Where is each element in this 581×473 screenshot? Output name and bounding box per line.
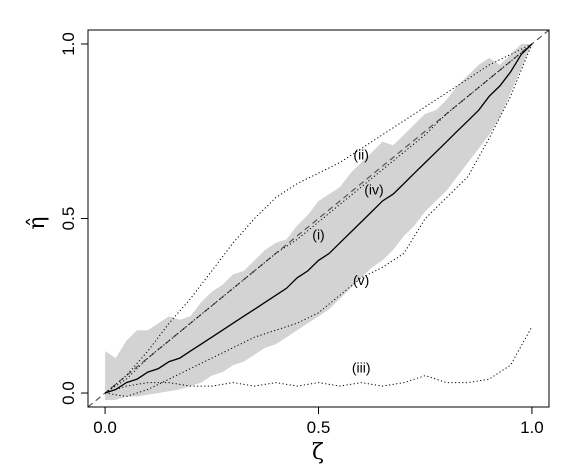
y-tick-label: 1.0 (59, 32, 78, 56)
series-label-2: (ii) (353, 146, 369, 162)
x-tick-label: 0.0 (93, 418, 117, 437)
series-line-5 (105, 43, 533, 398)
y-tick-label: 0.0 (59, 381, 78, 405)
x-axis-title: ζ (312, 440, 324, 465)
plot-area: (i) (ii) (iii) (iv) (v) (88, 30, 549, 407)
y-axis-title: η̂ (25, 216, 50, 229)
series-label-3: (iii) (352, 359, 371, 375)
series-label-1: (i) (312, 227, 324, 243)
series-line-3 (104, 326, 533, 394)
plot-clip-group (88, 30, 549, 407)
series-line-1 (104, 43, 533, 394)
axes: 0.0 0.5 1.0 0.0 0.5 1.0 (59, 32, 544, 437)
series-label-5: (v) (353, 272, 369, 288)
x-tick-label: 0.5 (307, 418, 331, 437)
x-tick-label: 1.0 (520, 418, 544, 437)
series-line-4 (104, 43, 533, 394)
series-label-4: (iv) (364, 181, 383, 197)
y-tick-label: 0.5 (59, 207, 78, 231)
